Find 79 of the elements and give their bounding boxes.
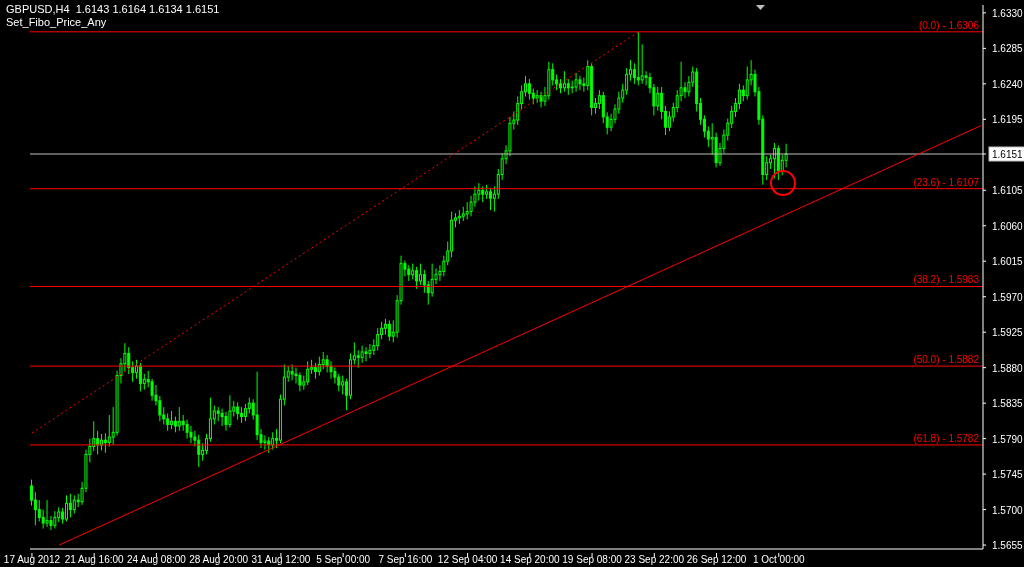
candlestick xyxy=(578,75,582,91)
y-tick-label: 1.5745 xyxy=(992,469,1024,481)
candlestick xyxy=(418,263,422,286)
candlestick xyxy=(625,67,629,96)
candlestick xyxy=(290,364,294,381)
annotation: (50.0) - 1.5882 xyxy=(913,354,980,366)
candlestick xyxy=(228,394,232,429)
candlestick xyxy=(364,346,368,362)
candlestick xyxy=(376,327,380,351)
candlestick xyxy=(640,43,644,85)
y-tick-label: 1.5835 xyxy=(992,398,1024,410)
candlestick xyxy=(65,494,69,522)
x-tick-label: 14 Sep 20:00 xyxy=(500,554,561,565)
x-tick-label: 28 Aug 20:00 xyxy=(189,554,249,565)
y-tick-label: 1.6105 xyxy=(992,185,1024,197)
candlestick xyxy=(776,144,780,181)
candlestick xyxy=(341,375,345,395)
candlestick xyxy=(387,319,391,342)
y-tick-label: 1.6195 xyxy=(992,114,1024,126)
y-tick-label: 1.5655 xyxy=(992,540,1024,552)
candlestick xyxy=(415,266,419,290)
x-tick-label: 19 Sep 08:00 xyxy=(562,554,623,565)
y-tick-label: 1.6285 xyxy=(992,43,1024,55)
x-tick-label: 23 Sep 22:00 xyxy=(624,554,685,565)
x-tick-label: 5 Sep 00:00 xyxy=(316,554,371,565)
candlestick xyxy=(30,479,33,507)
candlestick xyxy=(185,419,189,440)
y-tick-label: 1.5790 xyxy=(992,433,1024,445)
x-tick-label: 21 Aug 16:00 xyxy=(64,554,125,565)
candlestick xyxy=(37,499,41,522)
candlestick xyxy=(360,345,364,364)
x-tick-label: 26 Sep 12:00 xyxy=(686,554,747,565)
y-tick-label: 1.6151 xyxy=(992,149,1024,161)
candlestick xyxy=(138,362,142,392)
x-tick-label: 12 Sep 04:00 xyxy=(437,554,498,565)
x-tick-label: 31 Aug 12:00 xyxy=(251,554,311,565)
candlestick xyxy=(298,371,302,392)
y-tick-label: 1.6060 xyxy=(992,220,1024,232)
chart-title: GBPUSD,H4 1.6143 1.6164 1.6134 1.6151 xyxy=(6,3,220,16)
text: Set_Fibo_Price_Any xyxy=(6,16,108,29)
candlestick xyxy=(306,360,310,386)
x-tick-label: 17 Aug 2012 xyxy=(3,554,61,565)
candlestick xyxy=(107,414,111,448)
y-tick-label: 1.5880 xyxy=(992,362,1024,374)
candlestick xyxy=(368,343,372,359)
candlestick xyxy=(601,91,605,124)
x-tick-label: 1 Oct 00:00 xyxy=(752,554,806,565)
y-tick-label: 1.5970 xyxy=(992,291,1024,303)
candlestick xyxy=(68,493,72,518)
candlestick xyxy=(683,81,687,99)
candlestick xyxy=(539,91,543,108)
y-tick-label: 1.5700 xyxy=(992,504,1024,516)
candlestick xyxy=(527,78,531,101)
annotation: (0.0) - 1.6306 xyxy=(918,19,980,31)
x-tick-label: 7 Sep 16:00 xyxy=(378,554,433,565)
candlestick xyxy=(574,72,578,93)
annotation: (38.2) - 1.5983 xyxy=(913,274,980,286)
candlestick xyxy=(177,406,181,432)
candlestick xyxy=(656,86,660,112)
annotation: (23.6) - 1.6107 xyxy=(913,176,980,188)
y-tick-label: 1.5925 xyxy=(992,327,1024,339)
candlestick xyxy=(263,434,267,451)
y-tick-label: 1.6240 xyxy=(992,78,1024,90)
candlestick xyxy=(737,83,741,110)
candlestick xyxy=(632,62,636,85)
candlestick xyxy=(170,410,174,430)
candlestick xyxy=(422,269,426,294)
y-tick-label: 1.6015 xyxy=(992,256,1024,268)
candlestick xyxy=(489,187,492,211)
candlestick xyxy=(72,494,76,515)
candlestick xyxy=(45,499,49,528)
candlestick xyxy=(636,31,640,86)
candlestick xyxy=(220,408,224,427)
candlestick xyxy=(667,110,671,132)
x-tick-label: 24 Aug 08:00 xyxy=(126,554,187,565)
y-tick-label: 1.6330 xyxy=(992,7,1024,19)
candlestick xyxy=(516,95,520,126)
candlestick xyxy=(224,411,228,432)
annotation: (61.8) - 1.5782 xyxy=(913,432,980,444)
